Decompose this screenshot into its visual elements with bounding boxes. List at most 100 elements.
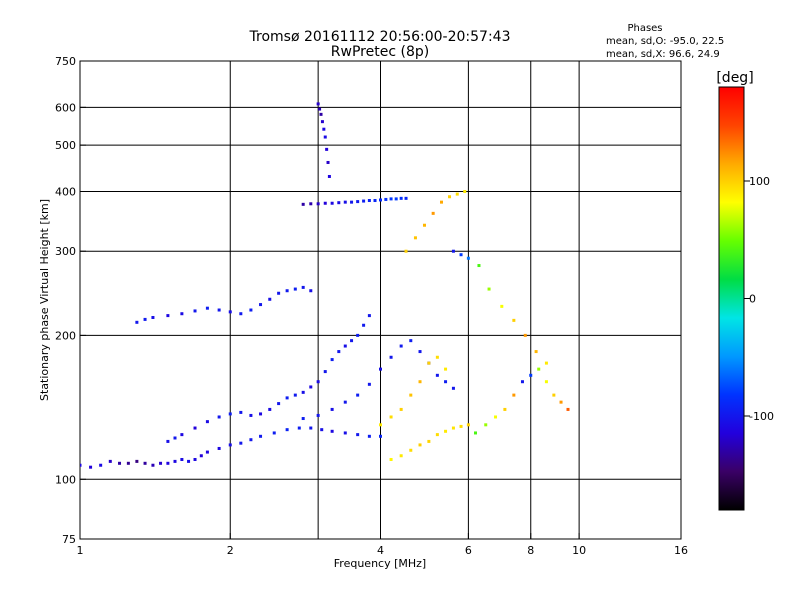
data-point [379,367,382,371]
data-point [373,199,377,203]
data-point [520,380,524,384]
data-point [193,457,197,461]
data-point [379,198,382,202]
data-point [463,189,467,193]
data-point [180,457,184,461]
x-tick-label: 10 [572,544,586,557]
y-tick-label: 600 [55,101,76,114]
data-point [293,393,297,397]
y-axis-ticks: 75 100 200 300 400 500 600 750 [55,55,86,546]
data-point [193,426,197,430]
chart-subtitle: RwPretec (8p) [331,44,429,60]
data-point [193,309,197,313]
y-tick-label: 75 [62,533,76,546]
data-point [249,438,253,442]
data-point [343,431,347,435]
data-point [187,459,191,463]
data-point [459,253,463,257]
data-point [451,426,455,430]
x-axis-label: Frequency [MHz] [334,557,426,570]
data-point [259,434,263,438]
data-point [126,461,130,465]
y-tick-label: 500 [55,139,76,152]
data-point [301,390,305,394]
x-tick-label: 8 [527,544,534,557]
data-point [343,344,347,348]
data-point [330,429,334,433]
data-point [367,314,371,318]
data-point [473,431,477,435]
x-tick-label: 1 [77,544,84,557]
colorbar-ticks: 100 0 -100 [744,175,774,423]
data-point [409,393,413,397]
data-point [477,264,481,268]
data-point [350,339,354,343]
data-point [500,304,504,308]
data-point [99,463,103,467]
data-point [228,443,232,447]
data-point [337,201,341,205]
data-point [394,197,398,201]
data-point [323,135,327,139]
data-point [379,434,382,438]
data-point [399,407,403,411]
data-point [259,412,263,416]
data-point [399,196,403,200]
data-point [89,465,93,469]
data-point [413,236,417,240]
data-point [399,454,403,458]
chart-title: Tromsø 20161112 20:56:00-20:57:43 [249,29,511,45]
data-point [404,249,408,253]
data-point [259,303,263,307]
data-point [537,367,541,371]
data-point [319,112,323,116]
data-point [322,127,326,131]
data-point [301,285,305,289]
y-tick-label: 100 [55,473,76,486]
data-point [173,436,177,440]
data-point [503,407,507,411]
data-point [293,287,297,291]
stats-heading: Phases [627,23,662,34]
x-tick-label: 16 [674,544,688,557]
colorbar-tick-label: 0 [749,293,756,306]
data-point [325,147,329,151]
data-point [418,380,422,384]
data-point [309,426,313,430]
data-point [409,339,413,343]
data-point [166,461,170,465]
data-point [205,420,209,424]
stats-line-o: mean, sd,O: -95.0, 22.5 [606,36,724,47]
colorbar-tick-label: 100 [749,175,770,188]
data-point [228,412,232,416]
data-point [367,382,371,386]
data-point [297,426,301,430]
y-tick-label: 400 [55,185,76,198]
data-point [534,350,538,354]
data-point [118,461,122,465]
y-tick-label: 300 [55,245,76,258]
data-point [180,312,184,316]
data-point [301,417,305,421]
x-tick-label: 6 [465,544,472,557]
x-axis-ticks: 1 2 4 6 8 10 16 [77,533,688,557]
data-point [249,308,253,312]
data-point [135,320,139,324]
data-point [494,415,498,419]
data-point [356,433,360,437]
data-point [277,291,281,295]
data-point [309,202,313,206]
colorbar-label: [deg] [716,70,753,86]
data-point [448,195,452,199]
data-point [350,200,354,204]
data-point [367,199,371,203]
data-point [362,199,366,203]
data-point [444,367,448,371]
data-point [272,431,276,435]
data-point [316,102,320,106]
data-point [466,423,470,427]
data-point [316,413,320,417]
data-point [277,402,281,406]
data-point [435,355,439,359]
